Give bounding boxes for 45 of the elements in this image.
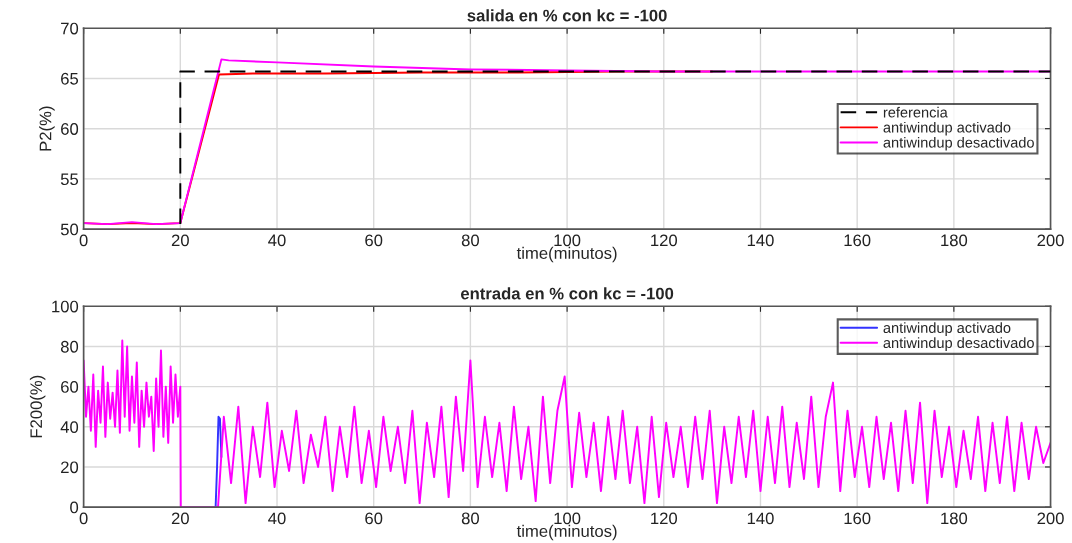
y-tick-label: 65	[61, 72, 79, 85]
x-tick-label: 140	[747, 234, 774, 247]
y-tick-label: 0	[70, 501, 79, 514]
x-tick-label: 60	[365, 234, 383, 247]
legend-label: antiwindup activado	[883, 322, 1011, 336]
legend-label: antiwindup desactivado	[883, 337, 1034, 351]
chart-title: entrada en % con kc = -100	[460, 287, 674, 300]
y-tick-label: 20	[61, 461, 79, 474]
x-tick-label: 100	[554, 234, 581, 247]
x-tick-label: 0	[79, 512, 88, 525]
y-axis-title: P2(%)	[39, 106, 55, 151]
x-tick-label: 0	[79, 234, 88, 247]
x-tick-label: 180	[941, 512, 968, 525]
x-tick-label: 20	[171, 512, 189, 525]
y-tick-label: 70	[61, 22, 79, 35]
x-tick-label: 20	[171, 234, 189, 247]
y-tick-label: 40	[60, 421, 79, 433]
x-tick-label: 40	[268, 234, 286, 247]
x-tick-label: 180	[941, 234, 968, 247]
x-axis-title: time(minutos)	[516, 246, 617, 263]
x-tick-label: 80	[461, 512, 480, 525]
x-tick-label: 100	[554, 512, 581, 525]
y-tick-label: 50	[60, 223, 79, 236]
y-tick-label: 100	[52, 300, 79, 313]
x-tick-label: 140	[747, 512, 774, 525]
x-tick-label: 200	[1037, 512, 1064, 525]
x-tick-label: 200	[1037, 234, 1064, 247]
x-tick-label: 60	[365, 512, 383, 525]
x-tick-label: 160	[844, 512, 871, 525]
x-tick-label: 160	[844, 234, 871, 247]
y-tick-label: 55	[60, 173, 79, 186]
legend-label: referencia	[883, 106, 948, 118]
chart-title: salida en % con kc = -100	[467, 9, 667, 22]
y-axis-title: F200(%)	[29, 375, 46, 438]
legend-label: antiwindup activado	[883, 121, 1011, 136]
x-tick-label: 120	[651, 512, 678, 525]
y-tick-label: 60	[61, 381, 79, 393]
y-tick-label: 60	[61, 123, 79, 135]
x-axis-title: time(minutos)	[516, 524, 617, 541]
legend-label: antiwindup desactivado	[883, 136, 1034, 151]
y-tick-label: 80	[60, 340, 79, 353]
x-tick-label: 40	[268, 512, 286, 525]
x-tick-label: 80	[461, 234, 480, 247]
x-tick-label: 120	[651, 234, 678, 247]
line-series	[214, 415, 223, 508]
